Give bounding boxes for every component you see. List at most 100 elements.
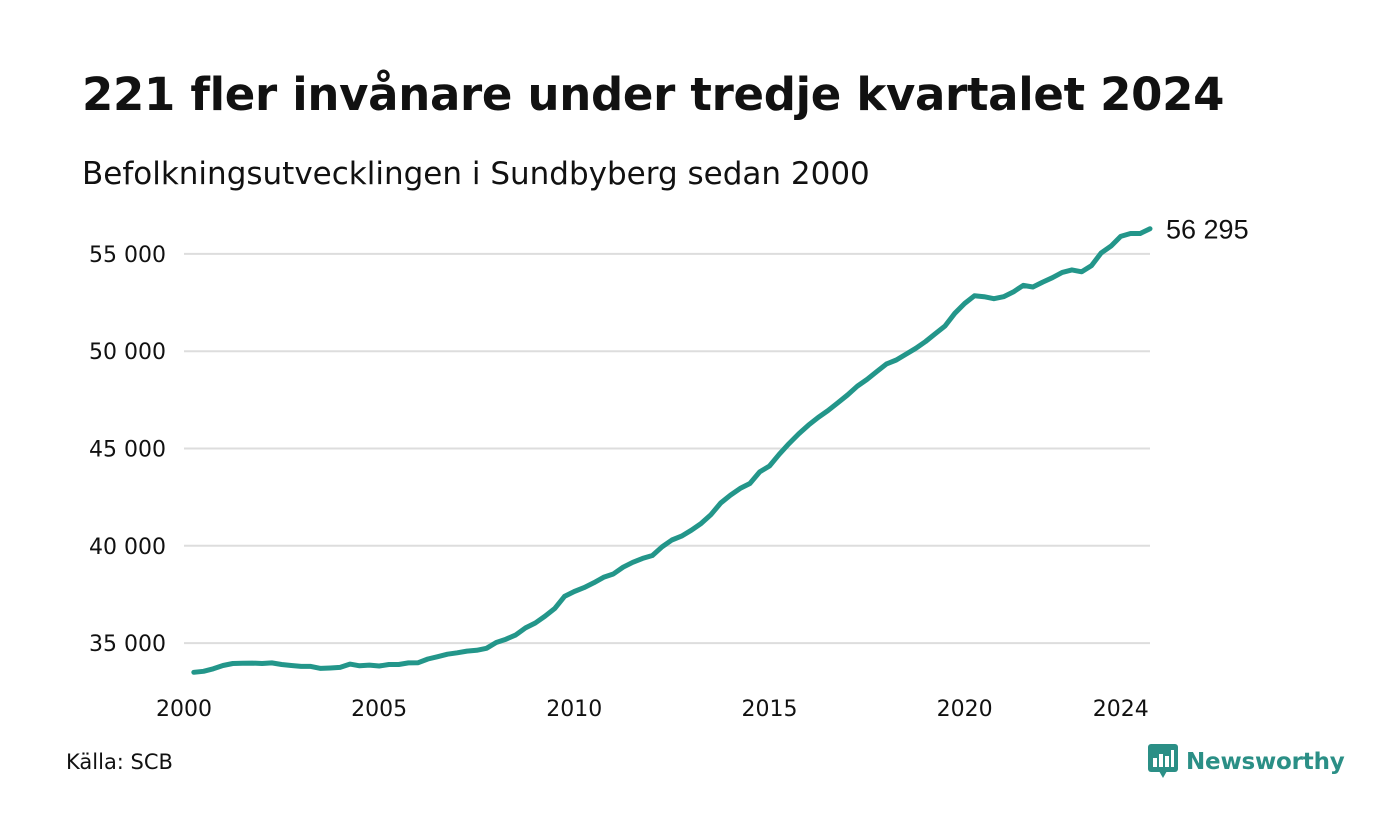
data-point [201, 669, 206, 674]
data-point [816, 415, 821, 420]
data-point [1089, 263, 1094, 268]
data-point [962, 301, 967, 306]
data-point [699, 521, 704, 526]
y-tick-label: 35 000 [89, 632, 166, 657]
data-point [933, 331, 938, 336]
chart-title: 221 fler invånare under tredje kvartalet… [82, 68, 1225, 121]
data-point [1109, 244, 1114, 249]
x-tick-label: 2000 [156, 697, 212, 722]
data-point [416, 660, 421, 665]
data-point [504, 637, 509, 642]
y-tick-label: 45 000 [89, 438, 166, 463]
data-point [357, 663, 362, 668]
data-point [689, 528, 694, 533]
data-point [972, 293, 977, 298]
data-point [396, 662, 401, 667]
data-point [260, 661, 265, 666]
x-tick-label: 2010 [546, 697, 602, 722]
data-point [328, 666, 333, 671]
x-axis-ticks: 2000 2005 2010 2015 2020 2024 [156, 697, 1149, 722]
end-value-label: 56 295 [1166, 215, 1249, 245]
data-point [845, 393, 850, 398]
data-point [1099, 250, 1104, 255]
data-point [884, 361, 889, 366]
data-point [1128, 231, 1133, 236]
data-point [630, 560, 635, 565]
data-point [435, 654, 440, 659]
data-point [806, 423, 811, 428]
data-point [767, 464, 772, 469]
data-point [601, 575, 606, 580]
data-point [738, 486, 743, 491]
data-point [240, 661, 245, 666]
data-point [308, 664, 313, 669]
data-point [367, 663, 372, 668]
data-point [338, 665, 343, 670]
data-point [660, 544, 665, 549]
data-point [923, 339, 928, 344]
y-tick-label: 50 000 [89, 340, 166, 365]
data-point [211, 666, 216, 671]
data-point [904, 352, 909, 357]
data-point [465, 649, 470, 654]
x-tick-label: 2024 [1093, 697, 1149, 722]
source-note: Källa: SCB [66, 750, 173, 774]
data-point [1079, 269, 1084, 274]
data-point [484, 646, 489, 651]
data-point [855, 384, 860, 389]
gridlines [184, 252, 1150, 645]
data-point [406, 660, 411, 665]
data-point [582, 585, 587, 590]
data-point [347, 662, 352, 667]
data-point [1148, 226, 1153, 231]
data-point [1050, 275, 1055, 280]
data-point [445, 652, 450, 657]
data-point [943, 323, 948, 328]
series-layer: 56 295 [191, 215, 1249, 675]
data-point [221, 663, 226, 668]
data-point [894, 358, 899, 363]
data-point [728, 493, 733, 498]
data-point [611, 572, 616, 577]
data-point [787, 441, 792, 446]
data-point [191, 670, 196, 675]
data-point [991, 296, 996, 301]
data-point [1030, 285, 1035, 290]
data-point [640, 556, 645, 561]
data-point [777, 452, 782, 457]
chart-subtitle: Befolkningsutvecklingen i Sundbyberg sed… [82, 156, 870, 192]
data-point [621, 565, 626, 570]
data-point [1060, 270, 1065, 275]
data-point [250, 661, 255, 666]
data-point [289, 663, 294, 668]
data-point [386, 662, 391, 667]
data-point [1069, 267, 1074, 272]
data-point [757, 469, 762, 474]
data-point [377, 664, 382, 669]
data-point [1138, 231, 1143, 236]
data-point [269, 660, 274, 665]
x-tick-label: 2020 [937, 697, 993, 722]
data-point [1021, 283, 1026, 288]
y-tick-label: 55 000 [89, 243, 166, 268]
data-point [650, 553, 655, 558]
brand-name: Newsworthy [1186, 749, 1345, 775]
data-point [494, 640, 499, 645]
data-point [572, 589, 577, 594]
data-point [552, 606, 557, 611]
y-tick-label: 40 000 [89, 535, 166, 560]
data-point [982, 294, 987, 299]
x-tick-label: 2005 [351, 697, 407, 722]
data-point [513, 632, 518, 637]
data-point [679, 534, 684, 539]
data-point [543, 614, 548, 619]
data-point [591, 580, 596, 585]
data-point [865, 377, 870, 382]
data-point [835, 400, 840, 405]
data-point [718, 501, 723, 506]
newsworthy-chart-bubble-icon [1148, 744, 1178, 778]
data-point [230, 661, 235, 666]
data-point [1118, 234, 1123, 239]
data-point [562, 594, 567, 599]
